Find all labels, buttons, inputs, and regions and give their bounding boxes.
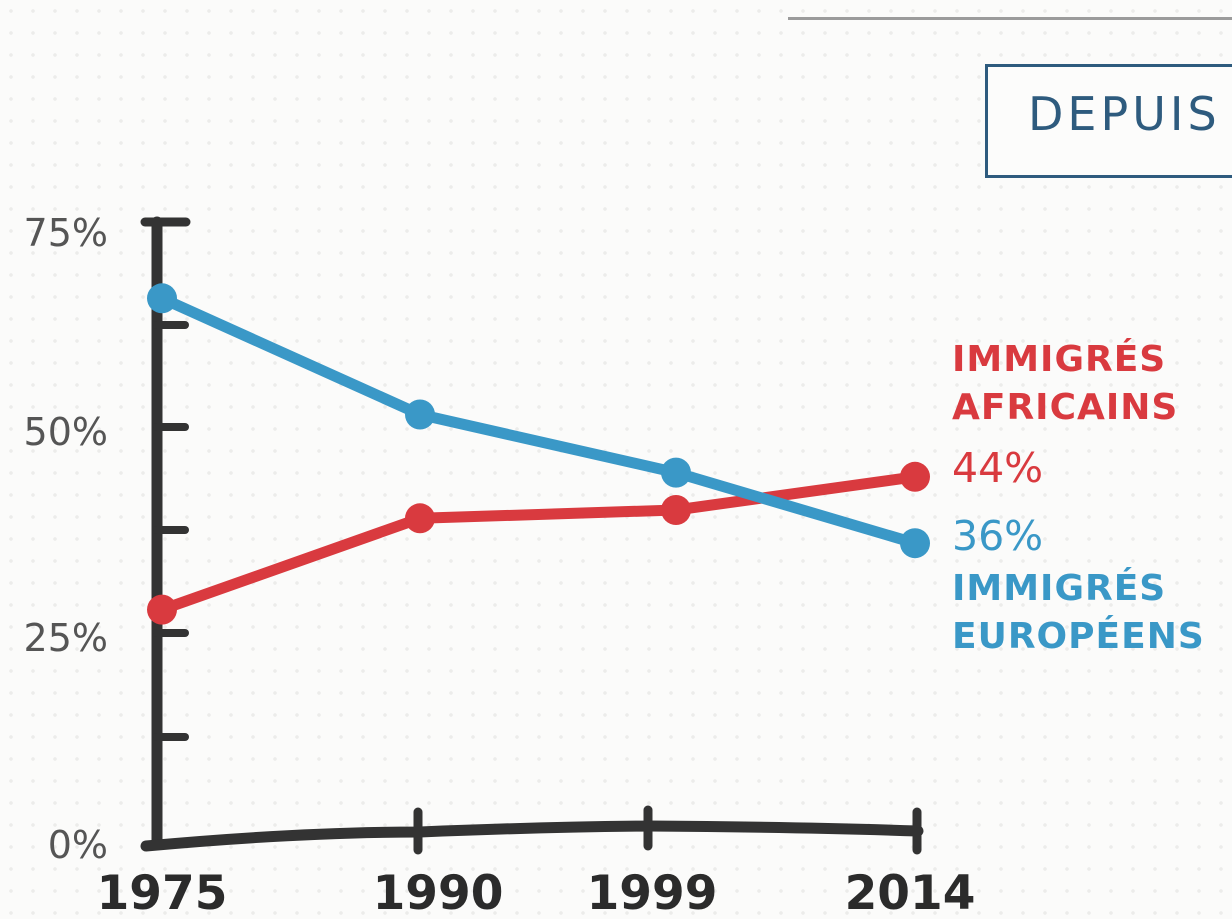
- series-label-europeens-line2: EUROPÉENS: [952, 616, 1205, 657]
- chart-axes: [140, 216, 924, 855]
- x-tick-label: 1999: [587, 866, 718, 919]
- data-point-1-1: [405, 399, 435, 430]
- series-line-1: [156, 292, 921, 549]
- title-box: DEPUIS: [985, 64, 1232, 178]
- data-point-1-0: [147, 283, 177, 314]
- data-point-0-3: [900, 461, 930, 492]
- y-tick-label: 0%: [48, 823, 108, 867]
- series-line-0: [156, 471, 921, 616]
- series-label-europeens-line1: IMMIGRÉS: [952, 568, 1167, 609]
- chart-title: DEPUIS: [1028, 87, 1221, 141]
- x-tick-label: 2014: [845, 866, 976, 919]
- series-label-africains-line2: AFRICAINS: [952, 387, 1179, 428]
- y-tick-labels: 0% 25% 50% 75%: [24, 211, 108, 867]
- series-label-africains: IMMIGRÉS AFRICAINS: [952, 336, 1178, 432]
- y-tick-label: 25%: [24, 616, 108, 660]
- x-tick-label: 1990: [373, 866, 504, 919]
- data-point-0-0: [147, 594, 177, 625]
- series-layer: [147, 283, 930, 625]
- end-value-europeens: 36%: [952, 512, 1044, 560]
- x-tick-label: 1975: [97, 866, 228, 919]
- top-rule: [788, 17, 1232, 20]
- end-value-africains: 44%: [952, 444, 1044, 492]
- data-point-1-2: [661, 457, 691, 488]
- y-tick-label: 75%: [24, 211, 108, 255]
- data-point-1-3: [900, 528, 930, 559]
- y-tick-label: 50%: [24, 410, 108, 454]
- x-tick-labels: 1975 1990 1999 2014: [97, 866, 976, 919]
- data-point-0-2: [661, 495, 691, 525]
- x-axis-line: [140, 820, 924, 852]
- series-label-europeens: IMMIGRÉS EUROPÉENS: [952, 565, 1205, 661]
- series-label-africains-line1: IMMIGRÉS: [952, 339, 1167, 380]
- data-point-0-1: [405, 503, 435, 534]
